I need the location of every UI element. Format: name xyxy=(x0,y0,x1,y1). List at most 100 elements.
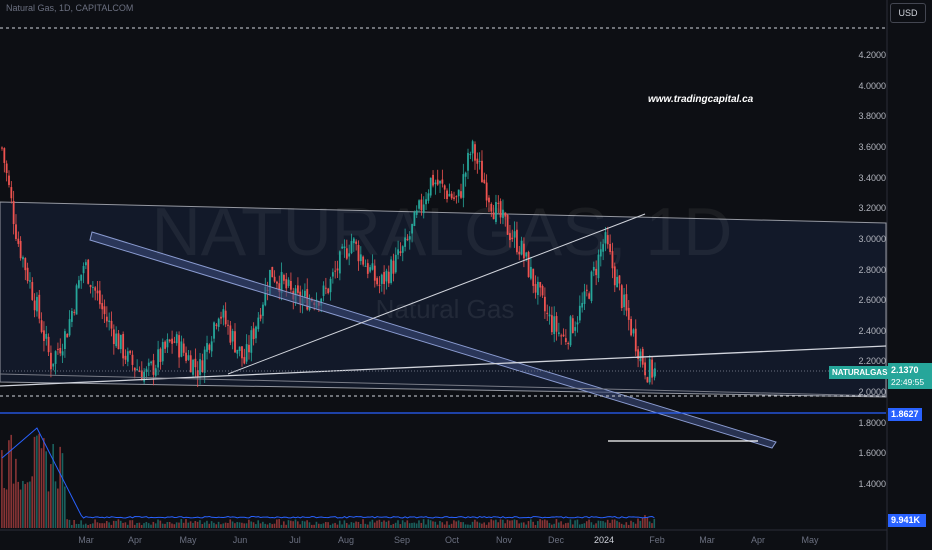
volume-bar xyxy=(266,524,269,528)
price-tick-label: 2.2000 xyxy=(858,356,886,367)
volume-bar xyxy=(567,522,569,528)
volume-bar xyxy=(606,519,609,528)
volume-bar xyxy=(616,520,618,528)
volume-bar xyxy=(548,522,551,528)
volume-bar xyxy=(133,524,136,528)
volume-bar xyxy=(530,519,532,528)
candle-body xyxy=(404,237,406,247)
candle-body xyxy=(215,324,218,326)
volume-bar xyxy=(231,521,234,528)
volume-bar xyxy=(348,524,350,528)
volume-bar xyxy=(557,522,560,528)
volume-bar xyxy=(24,484,26,528)
volume-bar xyxy=(164,523,166,528)
volume-bar xyxy=(238,522,241,528)
volume-bar xyxy=(206,520,208,528)
candle-body xyxy=(513,231,516,238)
volume-bar xyxy=(264,523,266,528)
candle-body xyxy=(546,312,549,314)
volume-bar xyxy=(161,523,164,528)
candle-body xyxy=(52,363,55,367)
candle-body xyxy=(98,290,101,305)
rising-trendline[interactable] xyxy=(227,213,646,375)
volume-bar xyxy=(322,523,325,528)
volume-bar xyxy=(82,524,85,528)
last-price-symbol-badge: NATURALGAS xyxy=(829,366,891,379)
volume-bar xyxy=(415,523,418,528)
candle-body xyxy=(502,209,504,218)
candle-body xyxy=(271,266,274,278)
price-tick-label: 1.8000 xyxy=(858,417,886,428)
volume-bar xyxy=(15,458,17,528)
volume-bar xyxy=(187,522,190,528)
volume-bar xyxy=(546,520,548,528)
volume-bar xyxy=(19,489,22,528)
candle-body xyxy=(567,342,570,344)
volume-bar xyxy=(157,519,159,528)
time-axis-label: May xyxy=(179,535,197,545)
volume-bar xyxy=(397,520,399,528)
currency-button[interactable]: USD xyxy=(890,3,926,23)
volume-bar xyxy=(248,519,250,528)
volume-bar xyxy=(306,520,308,528)
candle-body xyxy=(5,163,8,173)
candle-body xyxy=(506,215,509,235)
volume-bar xyxy=(513,519,516,528)
candle-body xyxy=(585,289,588,291)
volume-bar xyxy=(539,519,541,528)
volume-bar xyxy=(50,464,52,528)
volume-bar xyxy=(581,523,583,528)
volume-bar xyxy=(611,519,614,528)
volume-bar xyxy=(84,523,87,528)
candle-body xyxy=(43,330,45,341)
price-channel[interactable] xyxy=(0,201,887,398)
price-tick-label: 2.8000 xyxy=(858,264,886,275)
candle-body xyxy=(227,324,229,326)
candle-body xyxy=(557,332,560,334)
time-axis-label: Sep xyxy=(394,535,410,545)
candle-body xyxy=(194,358,197,368)
candle-body xyxy=(492,212,495,220)
candle-body xyxy=(131,354,134,365)
volume-bar xyxy=(54,481,57,528)
volume-bar xyxy=(12,483,15,528)
candle-body xyxy=(443,185,446,190)
candle-body xyxy=(397,249,399,255)
volume-bar xyxy=(276,519,278,528)
volume-bar xyxy=(96,522,99,528)
volume-bar xyxy=(77,523,80,528)
volume-bar xyxy=(341,524,343,528)
candle-body xyxy=(327,288,330,294)
candle-body xyxy=(112,329,115,345)
support-trendline[interactable] xyxy=(0,345,887,387)
volume-bar xyxy=(571,524,574,528)
volume-bar xyxy=(467,524,469,528)
candle-body xyxy=(129,350,132,354)
volume-bar xyxy=(562,524,565,528)
volume-bar xyxy=(497,522,499,528)
candle-body xyxy=(569,316,572,346)
candle-body xyxy=(192,359,194,375)
candle-body xyxy=(483,179,486,184)
volume-bar xyxy=(634,523,637,528)
candle-body xyxy=(450,193,453,199)
candle-body xyxy=(553,316,556,334)
volume-bar xyxy=(632,522,635,528)
candle-body xyxy=(182,343,185,353)
volume-bar xyxy=(345,523,348,528)
volume-bar xyxy=(5,489,8,528)
candle-body xyxy=(136,368,139,371)
time-axis-label: Oct xyxy=(445,535,460,545)
candle-body xyxy=(590,271,593,302)
volume-bar xyxy=(117,519,120,528)
time-axis-label: Jul xyxy=(289,535,301,545)
candle-body xyxy=(110,320,113,329)
volume-bar xyxy=(653,518,656,528)
volume-bar xyxy=(271,524,273,528)
channel-bottom-line[interactable] xyxy=(0,373,887,397)
volume-bar xyxy=(189,521,192,528)
time-axis-label: Mar xyxy=(699,535,715,545)
chart-title: Natural Gas, 1D, CAPITALCOM xyxy=(6,3,134,13)
wedge-channel[interactable] xyxy=(89,231,777,449)
